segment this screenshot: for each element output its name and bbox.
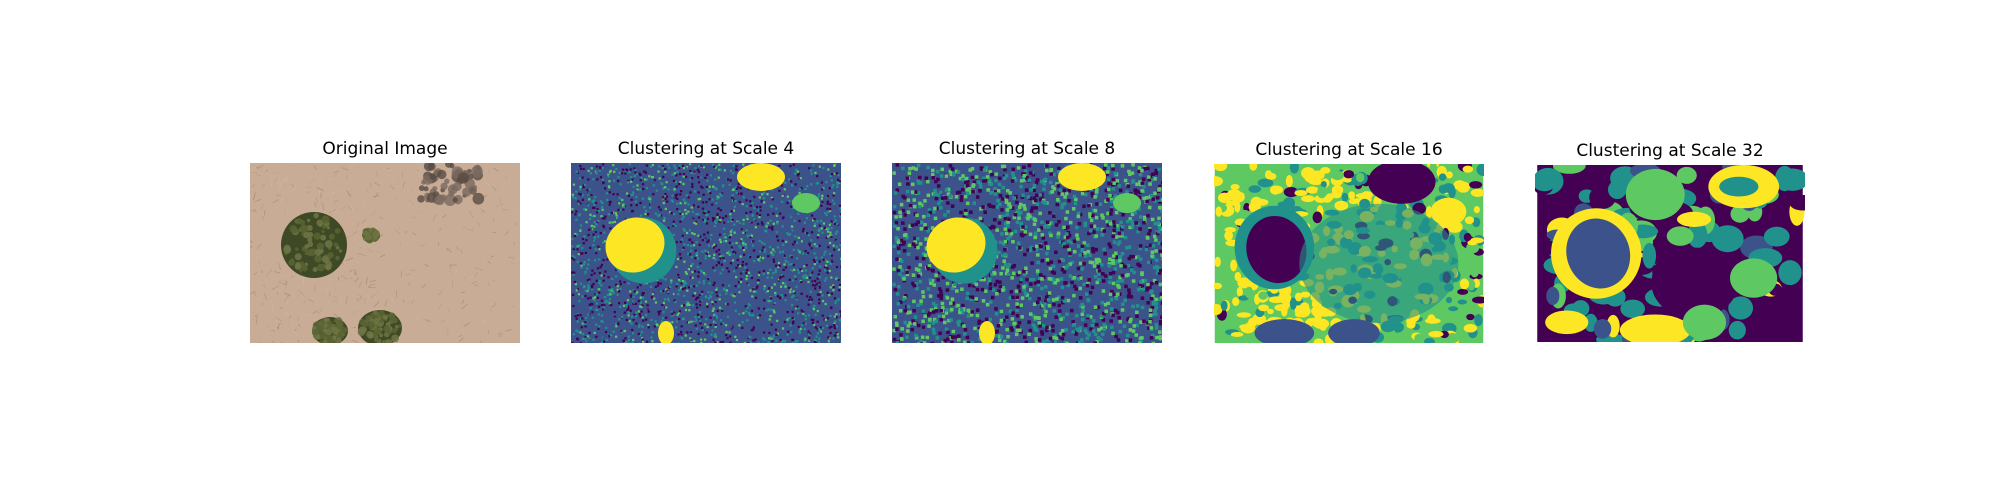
original-image (250, 163, 520, 343)
panel-title-scale-16: Clustering at Scale 16 (1255, 140, 1443, 160)
panel-title-scale-4: Clustering at Scale 4 (617, 139, 795, 159)
cluster-map-scale-4 (571, 163, 841, 343)
panel-title-scale-8: Clustering at Scale 8 (938, 139, 1116, 159)
cluster-map-scale-8 (892, 163, 1162, 343)
panel-title-scale-32: Clustering at Scale 32 (1576, 141, 1764, 161)
panel-title-original: Original Image (322, 139, 448, 159)
cluster-map-scale-16 (1214, 164, 1484, 343)
cluster-map-scale-32 (1535, 165, 1805, 342)
